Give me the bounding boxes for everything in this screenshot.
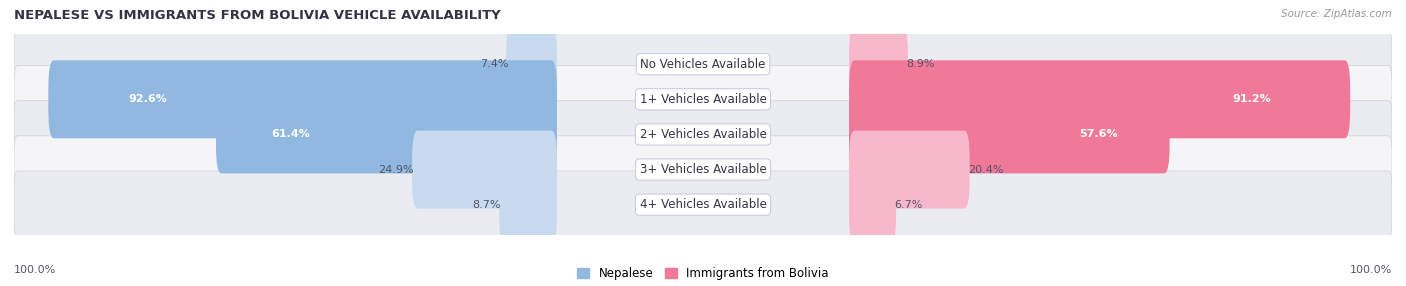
Legend: Nepalese, Immigrants from Bolivia: Nepalese, Immigrants from Bolivia bbox=[578, 267, 828, 280]
FancyBboxPatch shape bbox=[14, 136, 1392, 203]
FancyBboxPatch shape bbox=[14, 65, 1392, 133]
FancyBboxPatch shape bbox=[14, 30, 1392, 98]
FancyBboxPatch shape bbox=[499, 166, 557, 244]
Text: NEPALESE VS IMMIGRANTS FROM BOLIVIA VEHICLE AVAILABILITY: NEPALESE VS IMMIGRANTS FROM BOLIVIA VEHI… bbox=[14, 9, 501, 21]
Text: 1+ Vehicles Available: 1+ Vehicles Available bbox=[640, 93, 766, 106]
Text: 4+ Vehicles Available: 4+ Vehicles Available bbox=[640, 198, 766, 211]
FancyBboxPatch shape bbox=[48, 60, 557, 138]
FancyBboxPatch shape bbox=[217, 96, 557, 173]
FancyBboxPatch shape bbox=[849, 60, 1350, 138]
Text: 6.7%: 6.7% bbox=[894, 200, 922, 210]
Text: 57.6%: 57.6% bbox=[1078, 130, 1118, 139]
Text: 100.0%: 100.0% bbox=[14, 265, 56, 275]
Text: No Vehicles Available: No Vehicles Available bbox=[640, 58, 766, 71]
Text: 20.4%: 20.4% bbox=[967, 164, 1002, 174]
FancyBboxPatch shape bbox=[849, 96, 1170, 173]
Text: 8.9%: 8.9% bbox=[905, 59, 935, 69]
FancyBboxPatch shape bbox=[849, 25, 908, 103]
FancyBboxPatch shape bbox=[412, 130, 557, 208]
Text: Source: ZipAtlas.com: Source: ZipAtlas.com bbox=[1281, 9, 1392, 19]
FancyBboxPatch shape bbox=[14, 101, 1392, 168]
Text: 61.4%: 61.4% bbox=[271, 130, 309, 139]
Text: 8.7%: 8.7% bbox=[472, 200, 501, 210]
Text: 2+ Vehicles Available: 2+ Vehicles Available bbox=[640, 128, 766, 141]
Text: 3+ Vehicles Available: 3+ Vehicles Available bbox=[640, 163, 766, 176]
Text: 7.4%: 7.4% bbox=[479, 59, 508, 69]
Text: 91.2%: 91.2% bbox=[1233, 94, 1271, 104]
Text: 100.0%: 100.0% bbox=[1350, 265, 1392, 275]
FancyBboxPatch shape bbox=[849, 166, 896, 244]
FancyBboxPatch shape bbox=[506, 25, 557, 103]
Text: 92.6%: 92.6% bbox=[128, 94, 167, 104]
FancyBboxPatch shape bbox=[849, 130, 970, 208]
Text: 24.9%: 24.9% bbox=[378, 164, 415, 174]
FancyBboxPatch shape bbox=[14, 171, 1392, 239]
